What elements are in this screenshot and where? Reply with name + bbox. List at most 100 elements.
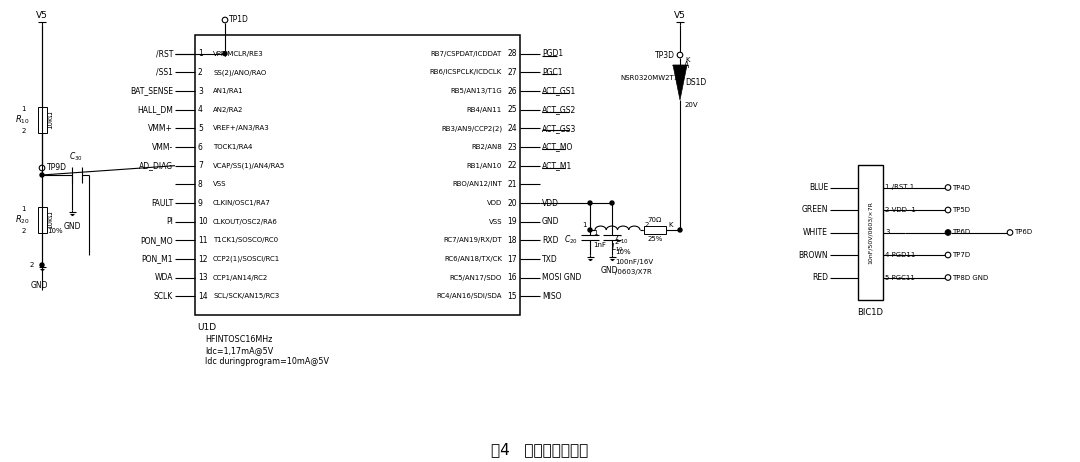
Text: $C_{30}$: $C_{30}$ <box>69 151 83 163</box>
Text: TP5D: TP5D <box>951 207 970 213</box>
Text: 11: 11 <box>198 236 207 245</box>
Circle shape <box>222 52 227 55</box>
Text: 9: 9 <box>198 199 203 207</box>
Text: 10%: 10% <box>615 249 631 255</box>
Text: 7: 7 <box>198 161 203 170</box>
Text: CLKIN/OSC1/RA7: CLKIN/OSC1/RA7 <box>213 200 271 206</box>
Text: 18: 18 <box>508 236 517 245</box>
Text: TP9D: TP9D <box>48 164 67 172</box>
Text: RXD: RXD <box>542 236 558 245</box>
Text: 2: 2 <box>22 128 26 134</box>
Text: 5 PGC11: 5 PGC11 <box>885 274 915 280</box>
Text: 100nF/16V: 100nF/16V <box>615 259 653 265</box>
Text: AN2/RA2: AN2/RA2 <box>213 107 243 113</box>
Text: WDA: WDA <box>154 273 173 282</box>
Text: 14: 14 <box>198 292 207 301</box>
Text: FAULT: FAULT <box>151 199 173 207</box>
Text: RB7/CSPDAT/ICDDAT: RB7/CSPDAT/ICDDAT <box>431 51 502 57</box>
Text: 10nF/50V/0603/×7R: 10nF/50V/0603/×7R <box>868 201 873 264</box>
Text: U1D: U1D <box>197 323 216 332</box>
Text: RED: RED <box>812 273 828 282</box>
Text: 15: 15 <box>508 292 517 301</box>
Text: $C_{20}$: $C_{20}$ <box>564 233 578 245</box>
Text: RB3/AN9/CCP2(2): RB3/AN9/CCP2(2) <box>441 125 502 132</box>
Text: $R_{20}$: $R_{20}$ <box>15 214 30 226</box>
Text: RB1/AN10: RB1/AN10 <box>467 163 502 169</box>
Text: GND: GND <box>600 266 618 275</box>
Text: 1nF: 1nF <box>593 242 606 248</box>
Text: BAT_SENSE: BAT_SENSE <box>130 86 173 96</box>
Text: ACT_GS1: ACT_GS1 <box>542 86 577 96</box>
Text: TP6D: TP6D <box>951 230 970 236</box>
Text: VMM+: VMM+ <box>148 124 173 133</box>
Text: 1: 1 <box>582 222 588 228</box>
Text: 19: 19 <box>508 217 517 226</box>
Text: RB4/AN11: RB4/AN11 <box>467 107 502 113</box>
Text: 2: 2 <box>615 239 619 245</box>
Text: T1CK1/SOSCO/RC0: T1CK1/SOSCO/RC0 <box>213 237 279 243</box>
Text: VCAP/SS(1)/AN4/RA5: VCAP/SS(1)/AN4/RA5 <box>213 163 285 169</box>
Text: SCL/SCK/AN15/RC3: SCL/SCK/AN15/RC3 <box>213 293 280 299</box>
Text: RB5/AN13/T1G: RB5/AN13/T1G <box>450 88 502 94</box>
Text: 21: 21 <box>508 180 517 189</box>
Text: RC7/AN19/RX/DT: RC7/AN19/RX/DT <box>443 237 502 243</box>
Text: 17: 17 <box>508 255 517 263</box>
Text: TP3D: TP3D <box>654 50 675 60</box>
Text: RC4/AN16/SDI/SDA: RC4/AN16/SDI/SDA <box>436 293 502 299</box>
Text: 27: 27 <box>508 68 517 77</box>
Text: TOCK1/RA4: TOCK1/RA4 <box>213 144 253 150</box>
Text: 12: 12 <box>198 255 207 263</box>
Text: $L_{10}$: $L_{10}$ <box>611 242 624 255</box>
Text: 10kΩ: 10kΩ <box>48 111 53 129</box>
Text: VSS: VSS <box>488 219 502 225</box>
Bar <box>38 107 46 133</box>
Text: RBO/AN12/INT: RBO/AN12/INT <box>453 181 502 187</box>
Text: GND: GND <box>64 222 81 231</box>
Text: PI: PI <box>166 217 173 226</box>
Circle shape <box>588 228 592 232</box>
Text: RC6/AN18/TX/CK: RC6/AN18/TX/CK <box>444 256 502 262</box>
Text: DS1D: DS1D <box>685 78 706 87</box>
Text: 3: 3 <box>198 86 203 96</box>
Text: 20: 20 <box>508 199 517 207</box>
Polygon shape <box>673 65 687 100</box>
Text: WHITE: WHITE <box>804 228 828 237</box>
Text: 10: 10 <box>198 217 207 226</box>
Text: CCP2(1)/SOSCI/RC1: CCP2(1)/SOSCI/RC1 <box>213 256 280 262</box>
Bar <box>644 226 666 234</box>
Text: RC5/AN17/SDO: RC5/AN17/SDO <box>449 275 502 281</box>
Text: 28: 28 <box>508 49 517 58</box>
Text: TP4D: TP4D <box>951 184 970 190</box>
Text: 70Ω: 70Ω <box>648 217 662 223</box>
Text: 25: 25 <box>508 105 517 114</box>
Circle shape <box>40 173 44 177</box>
Text: K: K <box>669 222 673 228</box>
Text: RB6/ICSPCLK/ICDCLK: RB6/ICSPCLK/ICDCLK <box>430 69 502 75</box>
Text: VMM-: VMM- <box>152 142 173 152</box>
Text: 2: 2 <box>198 68 203 77</box>
Circle shape <box>588 201 592 205</box>
Text: BLUE: BLUE <box>809 183 828 192</box>
Circle shape <box>40 263 44 267</box>
Text: VSS: VSS <box>213 181 227 187</box>
Text: 4: 4 <box>198 105 203 114</box>
Text: 2: 2 <box>22 228 26 234</box>
Text: GREEN: GREEN <box>801 206 828 214</box>
Text: 20V: 20V <box>685 102 699 108</box>
Bar <box>195 35 519 315</box>
Text: /0603/X7R: /0603/X7R <box>615 269 651 275</box>
Text: 1: 1 <box>22 106 26 112</box>
Text: TP6D: TP6D <box>1014 230 1032 236</box>
Text: BROWN: BROWN <box>798 250 828 260</box>
Text: $R_{10}$: $R_{10}$ <box>15 114 30 126</box>
Text: V5: V5 <box>674 11 686 19</box>
Text: 10kΩ: 10kΩ <box>48 211 53 229</box>
Text: SS(2)/ANO/RAO: SS(2)/ANO/RAO <box>213 69 267 76</box>
Text: 3: 3 <box>885 230 890 236</box>
Text: AN1/RA1: AN1/RA1 <box>213 88 244 94</box>
Circle shape <box>678 228 681 232</box>
Text: 1 /RST 1: 1 /RST 1 <box>885 184 915 190</box>
Circle shape <box>610 201 615 205</box>
Text: 8: 8 <box>198 180 203 189</box>
Text: Idc duringprogram=10mA@5V: Idc duringprogram=10mA@5V <box>205 357 329 366</box>
